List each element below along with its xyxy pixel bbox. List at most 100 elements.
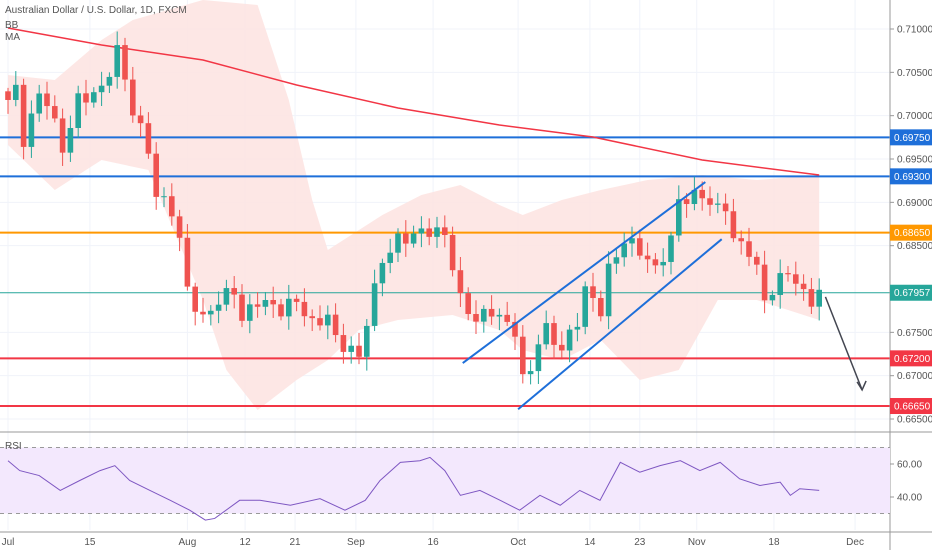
price-label: 0.69300 <box>894 172 931 183</box>
candle <box>169 183 175 226</box>
candle-body <box>67 128 74 153</box>
candle <box>247 294 253 334</box>
candle <box>325 305 331 340</box>
candle-body <box>613 257 620 264</box>
rsi-indicator-label[interactable]: RSI <box>5 441 22 452</box>
candle <box>527 360 534 385</box>
candle <box>449 226 456 277</box>
candle <box>184 224 191 291</box>
candle <box>83 79 89 116</box>
candle <box>520 325 526 384</box>
x-tick-label: Oct <box>510 537 526 548</box>
candle-body <box>348 345 354 352</box>
candle-body <box>527 371 534 375</box>
candle-body <box>59 118 66 153</box>
candle <box>348 336 354 364</box>
candle-body <box>239 294 245 321</box>
candle <box>613 247 620 274</box>
candle-body <box>816 289 822 307</box>
candle <box>161 187 167 208</box>
candle-body <box>215 304 222 311</box>
candle-body <box>293 298 300 302</box>
rsi-tick-label: 60.00 <box>897 460 922 471</box>
candle <box>543 310 549 350</box>
candle <box>637 229 643 260</box>
candle-body <box>598 298 604 317</box>
candle <box>153 142 159 210</box>
x-tick-label: 15 <box>84 537 96 548</box>
candle <box>707 186 713 216</box>
candle <box>660 248 666 277</box>
candle <box>504 301 510 326</box>
candle <box>481 305 487 333</box>
candle <box>715 192 721 214</box>
candle-body <box>13 84 19 100</box>
candle-body <box>800 283 807 290</box>
candle-body <box>122 45 128 80</box>
x-tick-label: Sep <box>347 537 365 548</box>
candle-body <box>426 228 432 237</box>
y-tick-label: 0.69000 <box>897 198 932 209</box>
candle-body <box>356 345 362 357</box>
candle-body <box>114 45 120 77</box>
candle <box>254 292 261 318</box>
candle <box>403 220 409 257</box>
candle-body <box>707 198 713 205</box>
candle-body <box>683 199 690 205</box>
candle-body <box>754 256 760 265</box>
candle <box>668 231 674 275</box>
candle <box>754 251 760 275</box>
candle-body <box>231 288 237 295</box>
candle <box>629 226 635 257</box>
y-tick-label: 0.66500 <box>897 415 932 426</box>
candle-body <box>777 273 783 295</box>
candle <box>293 294 300 312</box>
candle-body <box>520 336 526 375</box>
candle <box>122 37 128 92</box>
x-tick-label: Aug <box>179 537 197 548</box>
candle <box>208 305 214 326</box>
candle-body <box>722 203 729 212</box>
candle-body <box>535 344 542 372</box>
candle <box>200 297 206 323</box>
candle <box>777 259 783 309</box>
candle-body <box>325 314 331 326</box>
ma-indicator-label[interactable]: MA <box>5 32 20 43</box>
candle <box>5 87 11 114</box>
candle <box>590 272 596 312</box>
candle-body <box>410 233 417 244</box>
price-label: 0.68650 <box>894 228 931 239</box>
candle-body <box>465 293 471 315</box>
candle-body <box>371 283 378 326</box>
bb-indicator-label[interactable]: BB <box>5 20 19 31</box>
candle-body <box>449 234 456 271</box>
price-label: 0.67957 <box>894 288 931 299</box>
candle-body <box>309 316 315 319</box>
candle-body <box>543 323 549 345</box>
x-tick-label: 18 <box>768 537 780 548</box>
candle-body <box>270 300 276 305</box>
bollinger-band <box>8 0 820 411</box>
candle-body <box>504 314 510 322</box>
candle <box>387 238 393 274</box>
forecast-arrow <box>824 296 863 391</box>
candle-body <box>769 294 776 301</box>
chart-title: Australian Dollar / U.S. Dollar, 1D, FXC… <box>5 5 187 16</box>
candle <box>75 85 81 139</box>
candle <box>371 269 378 332</box>
candle-body <box>5 91 11 100</box>
candle <box>574 312 581 342</box>
candle-body <box>551 323 557 345</box>
candle-body <box>730 211 737 239</box>
channel-trendline <box>517 238 723 410</box>
candle <box>457 256 464 307</box>
candle <box>356 332 362 365</box>
candle-body <box>715 203 721 205</box>
candle <box>785 266 791 282</box>
candle <box>145 112 152 159</box>
candle-body <box>387 252 393 263</box>
y-tick-label: 0.71000 <box>897 25 932 36</box>
candle-body <box>395 233 401 253</box>
candle <box>59 108 66 166</box>
